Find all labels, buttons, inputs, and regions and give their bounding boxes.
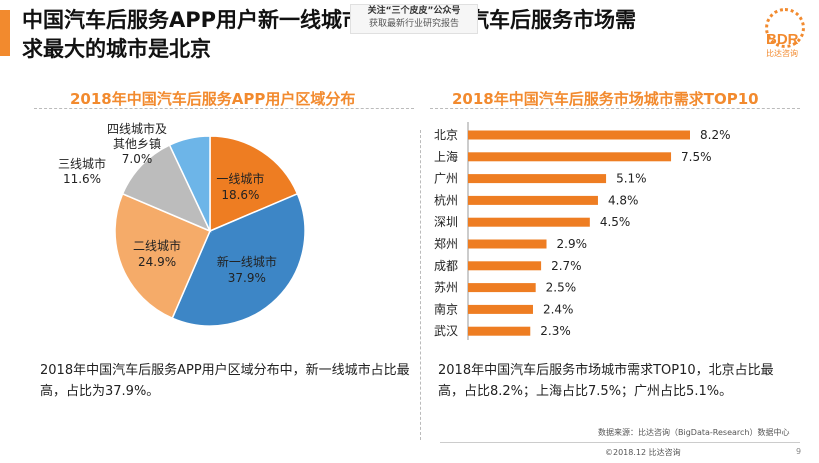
bar-category-label: 广州 (434, 172, 458, 186)
bar-chart-title: 2018年中国汽车后服务市场城市需求TOP10 (452, 90, 759, 108)
data-source: 数据来源：比达咨询（BigData-Research）数据中心 (598, 428, 790, 437)
copyright: ©2018.12 比达咨询 (605, 448, 681, 457)
bar (468, 304, 533, 314)
bar (468, 283, 536, 293)
pie-value-label: 11.6% (63, 172, 101, 186)
watermark-line1: 关注“三个皮皮”公众号 (367, 6, 461, 16)
bar-category-label: 苏州 (434, 281, 458, 295)
page-title-line2: 求最大的城市是北京 (22, 37, 211, 61)
bar (468, 326, 531, 336)
bar (468, 130, 690, 140)
pie-title-divider (34, 108, 414, 109)
bar-title-divider (430, 108, 800, 109)
bar (468, 217, 590, 227)
bar (468, 261, 542, 271)
pie-slice-tier2 (114, 192, 211, 320)
bar-value-label: 5.1% (616, 172, 647, 186)
logo-ring-icon (765, 8, 805, 48)
title-accent-bar (0, 10, 10, 56)
pie-label: 三线城市 (58, 156, 106, 171)
bar-value-label: 2.4% (543, 302, 574, 316)
bar (468, 239, 547, 249)
pie-label: 一线城市 (216, 171, 264, 186)
bdr-logo: BDR 比达咨询 (760, 4, 812, 62)
logo-subtext: 比达咨询 (766, 49, 798, 58)
section-divider (420, 130, 421, 440)
pie-slice-tier1 (209, 135, 299, 233)
pie-label: 其他乡镇 (113, 137, 161, 151)
pie-slice-new-tier1 (171, 192, 306, 327)
pie-label: 二线城市 (133, 238, 181, 253)
bar-category-label: 南京 (434, 301, 458, 316)
watermark-line2: 获取最新行业研究报告 (368, 19, 459, 29)
bar-category-label: 武汉 (434, 324, 458, 338)
page-title-line1: 中国汽车后服务APP用户新一线城市占比最高，汽车后服务市场需 (22, 8, 637, 32)
pie-slice-tier4 (168, 135, 211, 232)
bar-category-label: 北京 (434, 128, 458, 142)
bar-value-label: 7.5% (681, 150, 712, 164)
bar-category-label: 深圳 (434, 215, 458, 229)
pie-label: 新一线城市 (217, 254, 277, 269)
page-number: 9 (796, 447, 802, 456)
page-title: 中国汽车后服务APP用户新一线城市占比最高，汽车后服务市场需 求最大的城市是北京 (22, 6, 722, 64)
bar-category-label: 郑州 (434, 236, 458, 251)
bar (468, 174, 607, 184)
bar-value-label: 2.9% (557, 237, 588, 251)
bar-category-label: 杭州 (434, 192, 458, 207)
pie-value-label: 24.9% (138, 255, 176, 269)
bar-chart: 北京 8.2% 上海 7.5% 广州 5.1% 杭州 4.8% 深圳 4.5% 郑州 2.9% 成都 2.… (434, 122, 731, 340)
bar-caption: 2018年中国汽车后服务市场城市需求TOP10，北京占比最高，占比8.2%；上海… (438, 363, 774, 399)
bar-value-label: 4.5% (600, 215, 631, 229)
bar-category-label: 成都 (434, 259, 458, 273)
pie-label: 四线城市及 (107, 121, 167, 136)
bar (468, 152, 672, 162)
watermark-banner: 关注“三个皮皮”公众号 获取最新行业研究报告 (350, 4, 478, 34)
bar-value-label: 8.2% (700, 128, 731, 142)
pie-value-label: 18.6% (221, 188, 259, 202)
bar-value-label: 2.7% (551, 259, 582, 273)
pie-value-label: 7.0% (122, 152, 153, 166)
bar-category-label: 上海 (434, 149, 458, 164)
bar (468, 195, 598, 205)
logo-text: BDR (766, 31, 799, 48)
bar-value-label: 2.5% (546, 281, 577, 295)
pie-caption: 2018年中国汽车后服务APP用户区域分布中，新一线城市占比最高，占比为37.9… (40, 363, 410, 399)
footer-divider (440, 442, 800, 443)
pie-chart-title: 2018年中国汽车后服务APP用户区域分布 (70, 90, 356, 108)
bar-value-label: 4.8% (608, 193, 639, 207)
pie-slice-tier3 (121, 144, 212, 233)
pie-value-label: 37.9% (228, 271, 266, 285)
bar-value-label: 2.3% (540, 324, 571, 338)
